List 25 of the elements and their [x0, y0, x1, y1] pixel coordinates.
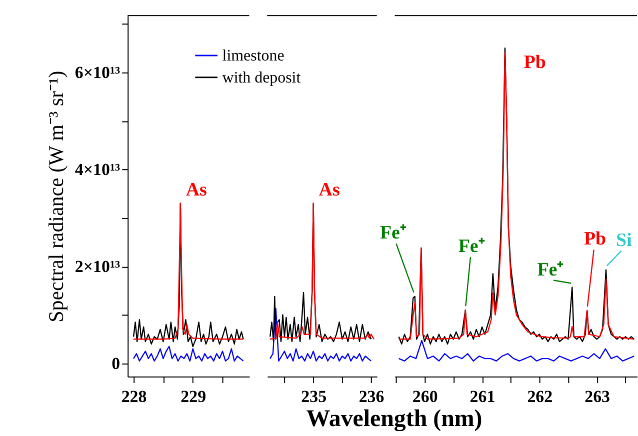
annotation: As [318, 179, 340, 200]
x-tick-label: 235 [301, 386, 327, 406]
annotation: Fe⁺ [458, 236, 486, 258]
annotation: Pb [524, 52, 546, 74]
annotation: Pb [584, 228, 606, 250]
x-tick-label: 263 [584, 386, 610, 406]
y-tick-label: 6×10¹³ [74, 62, 120, 82]
x-tick-label: 236 [358, 386, 384, 406]
y-tick-label: 2×10¹³ [74, 256, 120, 276]
annotation: Fe⁺ [537, 259, 564, 280]
x-tick-label: 228 [121, 386, 147, 406]
annotation: As [186, 179, 207, 200]
y-tick-label: 0 [112, 354, 120, 373]
x-tick-label: 262 [527, 386, 553, 406]
legend-label: limestone [222, 47, 284, 64]
x-tick-label: 260 [412, 386, 438, 406]
x-axis-title: Wavelength (nm) [306, 406, 482, 432]
line-series [132, 346, 244, 362]
x-tick-label: 229 [180, 386, 206, 406]
y-tick-label: 4×10¹³ [74, 160, 120, 179]
legend-label: with deposit [222, 69, 302, 86]
y-axis-title: Spectral radiance (W m⁻³ sr⁻¹) [44, 70, 68, 322]
x-tick-label: 261 [470, 386, 496, 406]
annotation: Si [616, 230, 632, 251]
annotation: Fe⁺ [380, 222, 407, 244]
